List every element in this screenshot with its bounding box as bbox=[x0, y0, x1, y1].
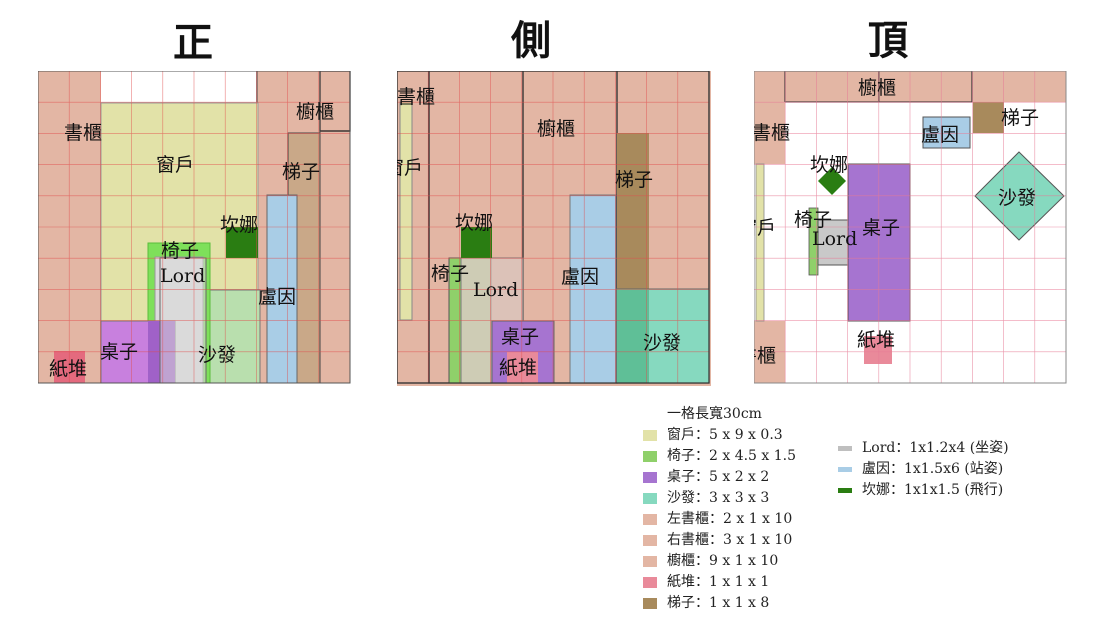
side-label-kanna: 坎娜 bbox=[455, 212, 493, 234]
side-label-lord: Lord bbox=[473, 279, 518, 301]
top-label-cabinet: 櫥櫃 bbox=[858, 77, 896, 99]
legend-primary: 一格長寬30cm 窗戶：5 x 9 x 0.3 椅子：2 x 4.5 x 1.5 桌… bbox=[643, 404, 796, 614]
front-label-kanna: 坎娜 bbox=[220, 214, 258, 236]
legend-header: 一格長寬30cm bbox=[667, 406, 762, 422]
legend-object-swatch bbox=[643, 430, 657, 441]
legend-object-swatch bbox=[643, 451, 657, 462]
front-label-bookcase: 書櫃 bbox=[64, 122, 102, 144]
side-lucien bbox=[569, 194, 617, 384]
top-label-chair: 椅子 bbox=[794, 209, 832, 231]
top-ladder bbox=[973, 102, 1004, 133]
legend-object-label: 桌子：5 x 2 x 2 bbox=[667, 469, 770, 485]
legend-object-item: 椅子：2 x 4.5 x 1.5 bbox=[643, 446, 796, 467]
front-label-window: 窗戶 bbox=[156, 154, 194, 176]
legend-character-swatch bbox=[838, 446, 852, 451]
side-view-diagram: 書櫃 窗戶 櫥櫃 梯子 坎娜 椅子 Lord 盧因 桌子 紙堆 沙發 bbox=[397, 71, 711, 386]
legend-object-swatch bbox=[643, 556, 657, 567]
front-view-diagram: 書櫃 窗戶 櫥櫃 梯子 坎娜 椅子 Lord 盧因 桌子 沙發 紙堆 bbox=[38, 71, 352, 386]
front-label-lord: Lord bbox=[160, 265, 205, 287]
legend-object-label: 梯子：1 x 1 x 8 bbox=[667, 595, 770, 611]
top-label-bookcase-upper: 書櫃 bbox=[754, 122, 790, 144]
front-kanna bbox=[226, 227, 258, 258]
top-label-lucien: 盧因 bbox=[921, 124, 959, 146]
legend-object-label: 櫥櫃：9 x 1 x 10 bbox=[667, 553, 779, 569]
legend-character-item: 盧因：1x1.5x6 (站姿) bbox=[838, 459, 1009, 480]
legend-character-label: Lord：1x1.2x4 (坐姿) bbox=[862, 440, 1009, 456]
legend-object-item: 左書櫃：2 x 1 x 10 bbox=[643, 509, 796, 530]
front-view-title: 正 bbox=[173, 20, 213, 66]
legend-object-label: 右書櫃：3 x 1 x 10 bbox=[667, 532, 793, 548]
front-label-desk: 桌子 bbox=[100, 341, 138, 363]
top-lord bbox=[817, 219, 849, 266]
top-view-title: 頂 bbox=[868, 18, 908, 64]
legend-object-swatch bbox=[643, 598, 657, 609]
legend-object-swatch bbox=[643, 577, 657, 588]
side-window bbox=[399, 101, 413, 321]
legend-object-item: 櫥櫃：9 x 1 x 10 bbox=[643, 551, 796, 572]
legend-object-label: 紙堆：1 x 1 x 1 bbox=[667, 574, 770, 590]
legend-object-swatch bbox=[643, 514, 657, 525]
front-label-cabinet: 櫥櫃 bbox=[296, 101, 334, 123]
legend-object-item: 窗戶：5 x 9 x 0.3 bbox=[643, 425, 796, 446]
top-label-kanna: 坎娜 bbox=[810, 154, 848, 176]
side-label-cabinet: 櫥櫃 bbox=[537, 118, 575, 140]
front-label-paper: 紙堆 bbox=[49, 358, 87, 380]
top-view-diagram: 櫥櫃 梯子 書櫃 盧因 坎娜 沙發 窗戶 椅子 桌子 Lord 紙堆 書櫃 bbox=[754, 71, 1068, 386]
legend-object-swatch bbox=[643, 535, 657, 546]
top-window bbox=[755, 163, 765, 322]
legend-object-swatch bbox=[643, 472, 657, 483]
top-label-bookcase-lower: 書櫃 bbox=[754, 345, 776, 367]
side-label-window: 窗戶 bbox=[397, 157, 423, 179]
front-label-sofa: 沙發 bbox=[198, 344, 236, 366]
legend-object-label: 椅子：2 x 4.5 x 1.5 bbox=[667, 448, 797, 464]
legend-object-item: 右書櫃：3 x 1 x 10 bbox=[643, 530, 796, 551]
legend-object-label: 左書櫃：2 x 1 x 10 bbox=[667, 511, 793, 527]
side-label-ladder: 梯子 bbox=[615, 169, 653, 191]
legend-object-label: 窗戶：5 x 9 x 0.3 bbox=[667, 427, 783, 443]
top-label-lord: Lord bbox=[812, 228, 857, 250]
top-paper bbox=[864, 336, 892, 364]
front-label-lucien: 盧因 bbox=[258, 286, 296, 308]
top-label-ladder: 梯子 bbox=[1001, 107, 1039, 129]
side-view-title: 側 bbox=[511, 18, 551, 64]
legend-character-label: 坎娜：1x1x1.5 (飛行) bbox=[862, 482, 1004, 498]
legend-character-swatch bbox=[838, 488, 852, 493]
top-label-sofa: 沙發 bbox=[998, 187, 1036, 209]
side-label-paper: 紙堆 bbox=[499, 357, 537, 379]
side-label-desk: 桌子 bbox=[501, 326, 539, 348]
legend-character-item: 坎娜：1x1x1.5 (飛行) bbox=[838, 480, 1009, 501]
side-kanna bbox=[461, 227, 492, 258]
legend-object-item: 紙堆：1 x 1 x 1 bbox=[643, 572, 796, 593]
legend-character-item: Lord：1x1.2x4 (坐姿) bbox=[838, 438, 1009, 459]
front-label-chair: 椅子 bbox=[161, 240, 199, 262]
top-label-window: 窗戶 bbox=[754, 217, 776, 239]
top-label-paper: 紙堆 bbox=[857, 329, 895, 351]
legend-object-swatch bbox=[643, 493, 657, 504]
legend-object-item: 梯子：1 x 1 x 8 bbox=[643, 593, 796, 614]
top-lucien bbox=[922, 116, 971, 149]
side-label-bookcase: 書櫃 bbox=[397, 86, 435, 108]
legend-characters: Lord：1x1.2x4 (坐姿) 盧因：1x1.5x6 (站姿) 坎娜：1x1x1… bbox=[838, 438, 1009, 501]
side-label-lucien: 盧因 bbox=[561, 266, 599, 288]
top-bookcase-upper bbox=[754, 102, 785, 164]
side-ladder bbox=[617, 133, 649, 289]
side-label-chair: 椅子 bbox=[431, 263, 469, 285]
top-label-desk: 桌子 bbox=[862, 217, 900, 239]
legend-character-swatch bbox=[838, 467, 852, 472]
front-label-ladder: 梯子 bbox=[282, 161, 320, 183]
legend-object-label: 沙發：3 x 3 x 3 bbox=[667, 490, 770, 506]
legend-object-item: 桌子：5 x 2 x 2 bbox=[643, 467, 796, 488]
side-label-sofa: 沙發 bbox=[643, 332, 681, 354]
top-kanna bbox=[818, 167, 846, 195]
legend-object-item: 沙發：3 x 3 x 3 bbox=[643, 488, 796, 509]
legend-character-label: 盧因：1x1.5x6 (站姿) bbox=[862, 461, 1004, 477]
side-paper bbox=[507, 352, 538, 383]
